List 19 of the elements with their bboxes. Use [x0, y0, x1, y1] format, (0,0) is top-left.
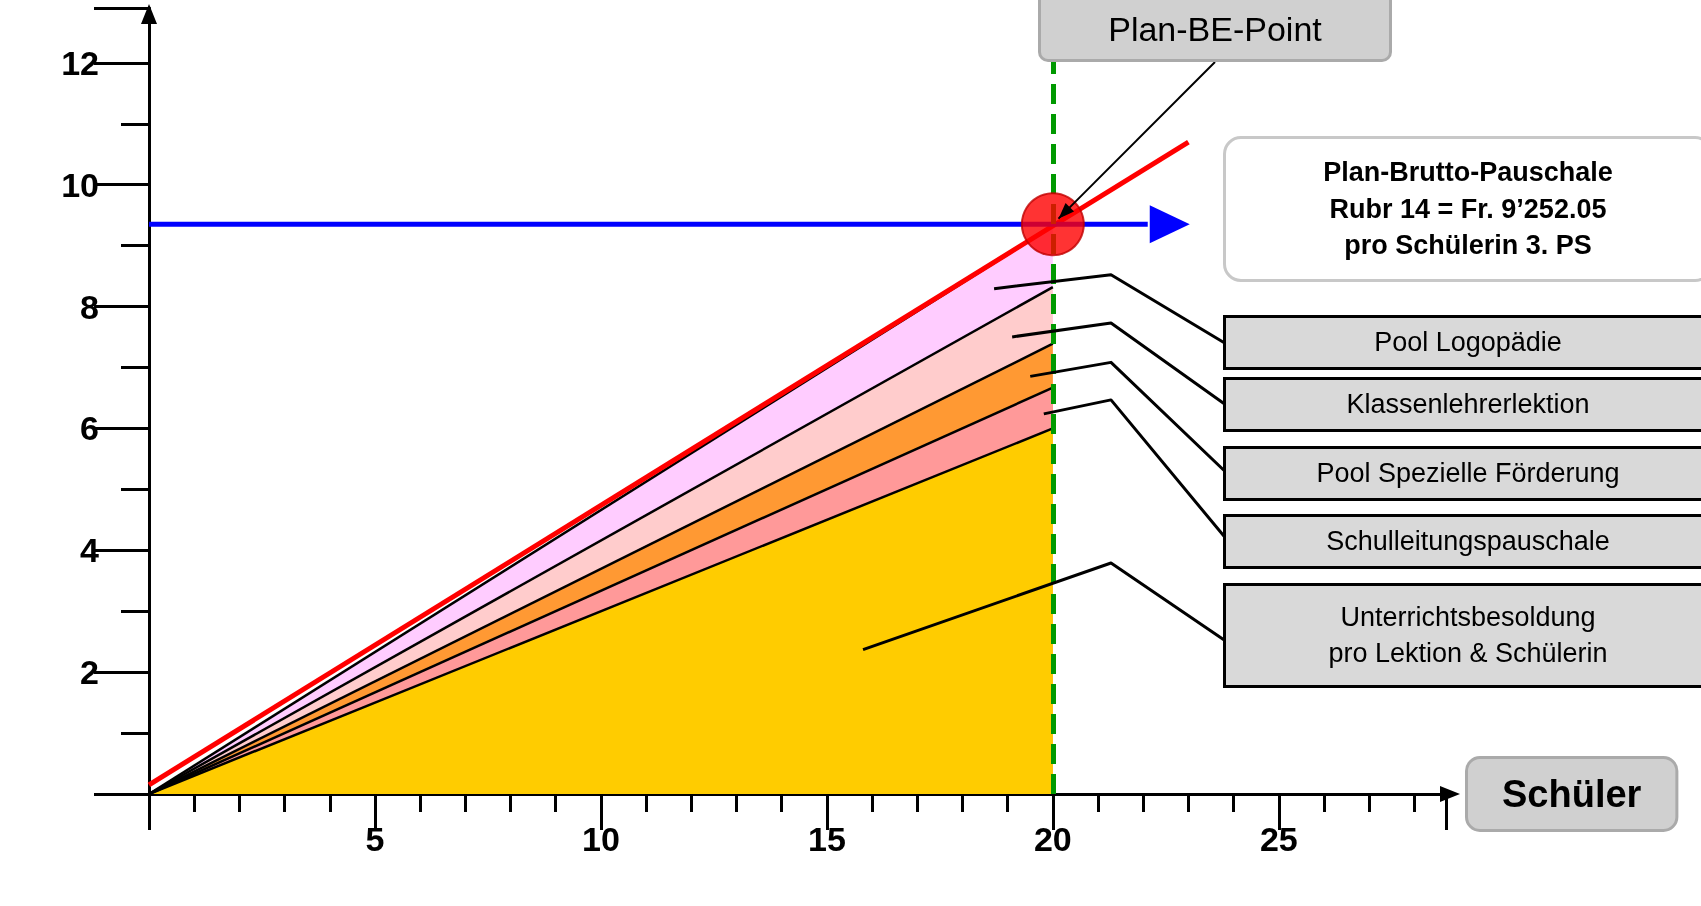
- x-tick-label: 20: [1033, 820, 1072, 858]
- text-box: Pool Logopädie: [1223, 315, 1701, 370]
- text-box: Plan-BE-Point: [1038, 0, 1392, 62]
- y-tick-label: 12: [61, 43, 99, 82]
- text-box: Pool Spezielle Förderung: [1223, 446, 1701, 501]
- y-tick-label: 4: [80, 531, 100, 570]
- x-tick-label: 10: [582, 820, 620, 858]
- y-tick-label: 8: [80, 287, 99, 326]
- text-box: Plan-Brutto-Pauschale Rubr 14 = Fr. 9’252.05 pro Schülerin 3. PS: [1223, 136, 1701, 282]
- text-box: Schulleitungspauschale: [1223, 514, 1701, 569]
- y-tick-label: 2: [80, 653, 99, 692]
- x-tick-label: 15: [807, 820, 846, 858]
- text-box: Unterrichtsbesoldung pro Lektion & Schülerin: [1223, 583, 1701, 688]
- x-axis-title: Schüler: [1502, 773, 1642, 815]
- x-tick-label: 25: [1259, 820, 1298, 858]
- text-box: Klassenlehrerlektion: [1223, 377, 1701, 432]
- x-tick-label: 5: [365, 820, 385, 858]
- y-tick-label: 10: [61, 165, 99, 204]
- y-tick-label: 6: [80, 409, 99, 448]
